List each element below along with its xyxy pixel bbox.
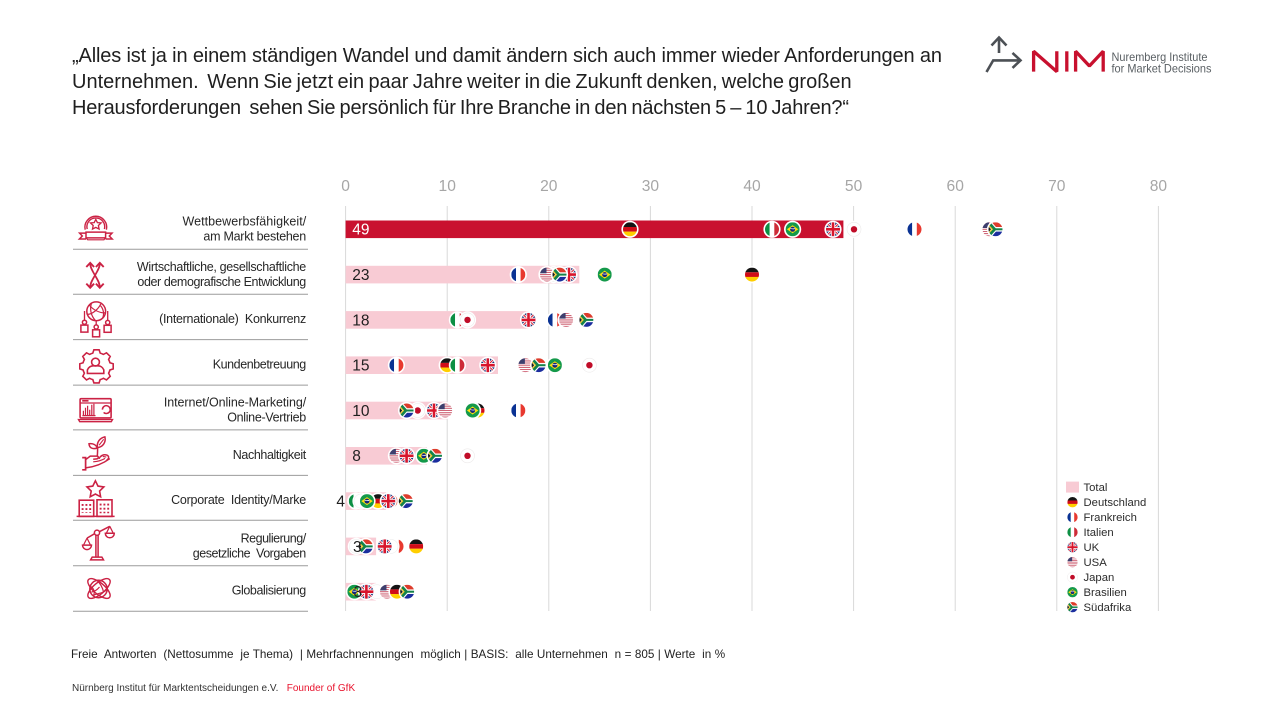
svg-text:30: 30 bbox=[642, 178, 660, 195]
svg-text:70: 70 bbox=[1048, 178, 1066, 195]
svg-text:Italien: Italien bbox=[1084, 527, 1114, 539]
svg-text:Regulierung/: Regulierung/ bbox=[241, 531, 307, 545]
svg-text:am Markt bestehen: am Markt bestehen bbox=[203, 230, 306, 244]
svg-text:23: 23 bbox=[352, 267, 369, 284]
svg-text:oder demografische Entwicklung: oder demografische Entwicklung bbox=[137, 275, 306, 289]
svg-text:gesetzliche Vorgaben: gesetzliche Vorgaben bbox=[193, 546, 306, 560]
svg-text:USA: USA bbox=[1084, 557, 1108, 569]
svg-text:3: 3 bbox=[353, 539, 362, 556]
svg-text:Wirtschaftliche, gesellschaftl: Wirtschaftliche, gesellschaftliche bbox=[137, 260, 306, 274]
svg-text:50: 50 bbox=[845, 178, 863, 195]
svg-text:Nachhaltigkeit: Nachhaltigkeit bbox=[233, 448, 307, 462]
svg-text:49: 49 bbox=[352, 222, 369, 239]
svg-text:80: 80 bbox=[1150, 178, 1168, 195]
svg-text:8: 8 bbox=[352, 448, 361, 465]
svg-text:15: 15 bbox=[352, 358, 369, 375]
svg-text:10: 10 bbox=[439, 178, 457, 195]
svg-text:Corporate Identity/Marke: Corporate Identity/Marke bbox=[171, 493, 306, 507]
svg-text:20: 20 bbox=[540, 178, 558, 195]
svg-text:Südafrika: Südafrika bbox=[1084, 602, 1132, 614]
svg-text:4: 4 bbox=[336, 494, 345, 511]
svg-text:UK: UK bbox=[1084, 542, 1100, 554]
svg-text:10: 10 bbox=[352, 403, 370, 420]
svg-text:Deutschland: Deutschland bbox=[1084, 497, 1147, 509]
svg-text:Nuremberg Institute: Nuremberg Institute bbox=[1112, 51, 1208, 64]
svg-text:(Internationale) Konkurrenz: (Internationale) Konkurrenz bbox=[159, 312, 306, 326]
svg-text:Kundenbetreuung: Kundenbetreuung bbox=[213, 357, 307, 371]
svg-text:18: 18 bbox=[352, 312, 369, 329]
svg-text:60: 60 bbox=[947, 178, 965, 195]
svg-text:40: 40 bbox=[743, 178, 761, 195]
svg-text:Wettbewerbsfähigkeit/: Wettbewerbsfähigkeit/ bbox=[183, 215, 307, 229]
svg-text:Online-Vertrieb: Online-Vertrieb bbox=[227, 411, 306, 425]
svg-text:for Market Decisions: for Market Decisions bbox=[1112, 63, 1212, 76]
svg-text:Frankreich: Frankreich bbox=[1084, 512, 1137, 524]
svg-text:Japan: Japan bbox=[1084, 572, 1115, 584]
svg-text:0: 0 bbox=[341, 178, 350, 195]
svg-text:3: 3 bbox=[354, 584, 363, 601]
svg-text:Internet/Online-Marketing/: Internet/Online-Marketing/ bbox=[164, 396, 307, 410]
svg-text:Brasilien: Brasilien bbox=[1084, 587, 1127, 599]
svg-text:Total: Total bbox=[1084, 482, 1108, 494]
svg-text:Globalisierung: Globalisierung bbox=[232, 584, 307, 598]
